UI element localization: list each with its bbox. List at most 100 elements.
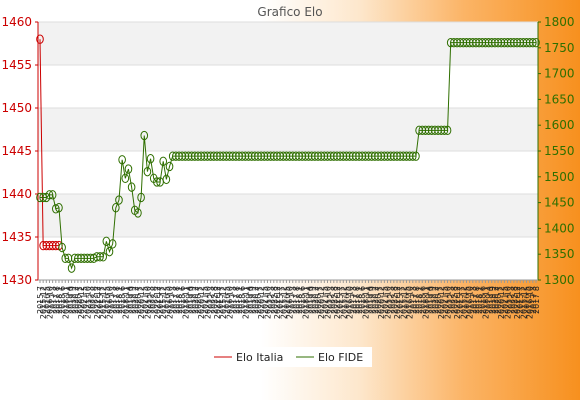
grid-band [38,108,538,151]
x-tick-label: 2017 8 [352,286,361,314]
x-tick-label: 2016 10 [45,286,54,319]
x-tick-label: 2015 12 [159,286,168,319]
x-tick-label: 2018 6 [418,286,427,314]
x-tick-label: 2021 5 [260,286,269,314]
x-tick-label: 2020 12 [497,286,506,319]
series-layer [36,34,540,273]
x-tick-label: 2015 12 [339,286,348,319]
x-tick-label: 2021 5 [140,286,149,314]
x-tick-label: 2020 7 [134,286,143,314]
data-point [408,151,417,161]
x-tick-label: 2018 11 [421,286,430,319]
data-point [108,239,117,249]
x-tick-label: 2018 6 [178,286,187,314]
x-tick-label: 2015 7 [336,286,345,314]
data-point [443,125,452,136]
x-tick-label: 2016 5 [462,286,471,314]
x-tick-label: 2019 9 [368,286,377,314]
data-point [112,203,120,213]
x-tick-label: 2020 12 [437,286,446,319]
x-tick-label: 2019 9 [128,286,137,314]
x-tick-label: 2020 2 [191,286,200,314]
x-tick-label: 2017 8 [412,286,421,314]
x-tick-label: 2018 11 [481,286,490,319]
x-tick-label: 2021 5 [500,286,509,314]
right-tick-label: 1750 [544,41,575,55]
x-tick-label: 2018 1 [115,286,124,314]
x-tick-label: 2021 10 [323,286,332,319]
data-point [124,164,133,174]
x-tick-label: 2020 7 [74,286,83,314]
x-tick-label: 2018 11 [61,286,70,319]
x-tick-label: 2016 5 [402,286,411,314]
x-tick-label: 2018 11 [301,286,310,319]
data-point [61,253,70,264]
x-tick-label: 2022 12 [93,286,102,319]
x-tick-label: 2020 2 [311,286,320,314]
x-tick-label: 2020 12 [137,286,146,319]
x-tick-label: 2018 6 [118,286,127,314]
series-elo-fide [36,37,540,273]
x-tick-label: 2022 8 [270,286,279,314]
x-tick-label: 2022 3 [387,286,396,314]
right-tick-label: 1800 [544,15,575,29]
x-tick-label: 2017 8 [232,286,241,314]
x-tick-label: 2016 5 [162,286,171,314]
data-point [55,203,63,213]
data-point [134,208,142,218]
x-tick-label: 2022 12 [213,286,222,319]
x-tick-label: 2019 4 [425,286,434,314]
x-tick-label: 2020 2 [371,286,380,314]
x-tick-label: 2018 11 [181,286,190,319]
data-point [115,195,123,205]
x-tick-label: 2018 6 [478,286,487,314]
x-tick-label: 2020 2 [131,286,140,314]
x-tick-label: 2022 3 [507,286,516,314]
data-point [140,130,149,141]
x-tick-label: 2016 5 [523,286,532,314]
x-tick-label: 2015 12 [519,286,528,319]
x-tick-label: 2017 3 [349,286,358,314]
x-tick-label: 2017 8 [472,286,481,314]
right-tick-label: 1650 [544,92,575,106]
data-point [45,190,54,200]
x-tick-label: 2017 8 [52,286,61,314]
x-tick-label: 2016 10 [346,286,355,319]
data-point [36,34,44,44]
x-tick-label: 2020 2 [431,286,440,314]
x-tick-label: 2015 12 [459,286,468,319]
left-axis: 1430 1435 1440 1445 1450 1455 1460 [1,15,39,287]
x-tick-label: 2022 12 [153,286,162,319]
x-tick-label: 2021 5 [440,286,449,314]
data-point [529,37,537,48]
data-point [67,263,76,273]
x-tick-label: 2015 7 [276,286,285,314]
x-tick-label: 2018 1 [235,286,244,314]
x-tick-label: 2022 8 [150,286,159,314]
x-tick-label: 2022 3 [147,286,156,314]
x-tick-label: 2017 3 [49,286,58,314]
data-point [58,242,66,253]
x-tick-label: 2021 5 [320,286,329,314]
x-tick-label: 2016 5 [222,286,231,314]
x-tick-label: 2020 2 [251,286,260,314]
data-point [440,125,449,136]
x-tick-label: 2019 4 [485,286,494,314]
x-tick-label: 2016 10 [526,286,535,319]
x-tick-label: 2020 12 [377,286,386,319]
chart-title: Grafico Elo [257,5,322,19]
data-point [51,204,60,214]
x-tick-label: 2021 10 [444,286,453,319]
right-tick-label: 1400 [544,221,575,235]
x-tick-label: 2021 10 [384,286,393,319]
x-tick-label: 2021 10 [143,286,152,319]
x-tick-label: 2016 10 [406,286,415,319]
x-tick-label: 2015 12 [39,286,48,319]
x-tick-label: 2022 12 [453,286,462,319]
right-tick-label: 1300 [544,273,575,287]
grid-band [38,22,538,65]
x-tick-label: 2017 3 [109,286,118,314]
x-tick-label: 2020 12 [257,286,266,319]
x-tick-label: 2022 8 [510,286,519,314]
